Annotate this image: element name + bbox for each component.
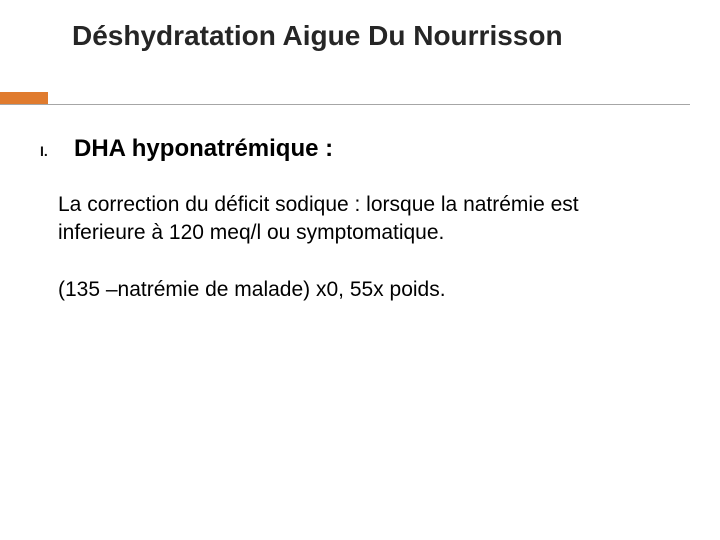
list-marker-roman: I. [40, 143, 74, 159]
horizontal-rule [0, 104, 690, 105]
title-underline [0, 92, 690, 105]
body-paragraph-1: La correction du déficit sodique : lorsq… [58, 191, 670, 246]
accent-block [0, 92, 48, 104]
section-heading-row: I. DHA hyponatrémique : [40, 135, 670, 163]
section-heading: DHA hyponatrémique : [74, 135, 333, 163]
title-region: Déshydratation Aigue Du Nourrisson [72, 20, 680, 52]
body-paragraph-2: (135 –natrémie de malade) x0, 55x poids. [58, 276, 670, 304]
slide-title: Déshydratation Aigue Du Nourrisson [72, 20, 680, 52]
body-region: I. DHA hyponatrémique : La correction du… [40, 135, 670, 334]
